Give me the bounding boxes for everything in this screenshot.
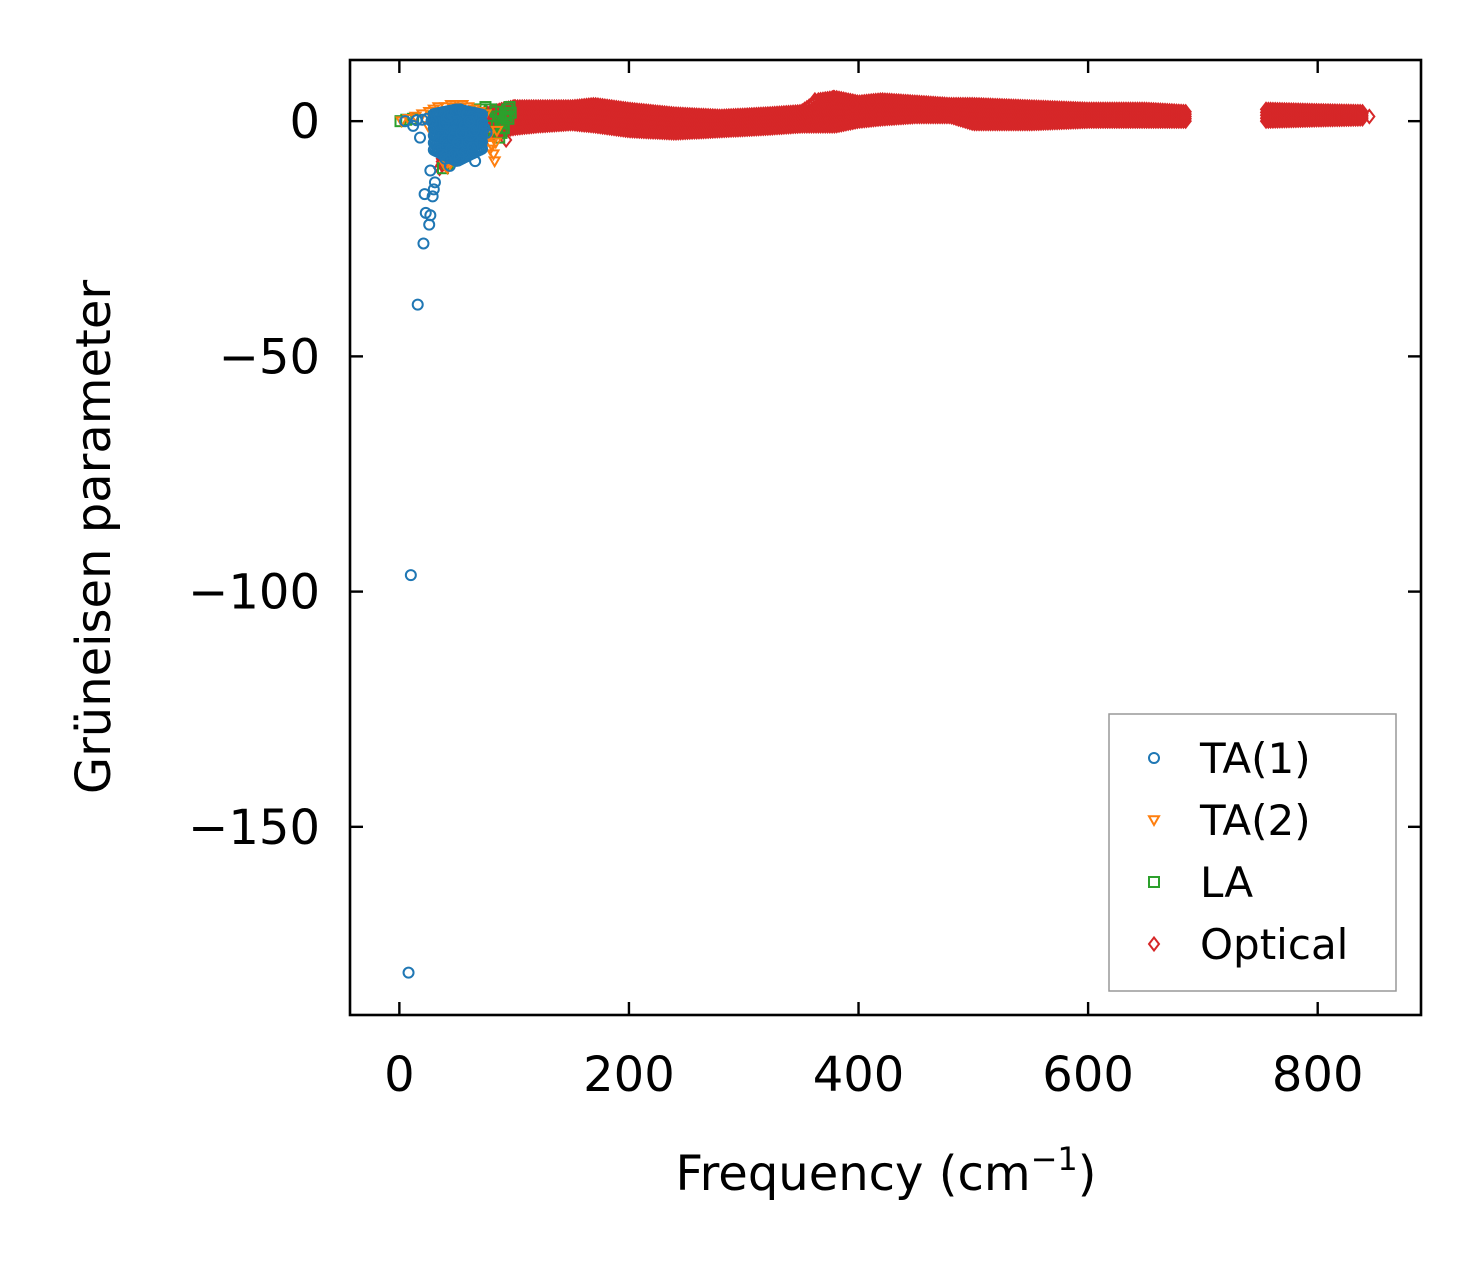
y-axis-ticks: 0 −50 −100 −150 — [188, 94, 1421, 856]
data-point — [827, 89, 840, 106]
optical-marker — [1356, 105, 1369, 122]
data-point — [418, 188, 431, 201]
data-point — [414, 131, 427, 144]
data-point — [427, 183, 440, 196]
data-point — [402, 966, 415, 979]
y-tick-label: 0 — [289, 94, 320, 150]
x-axis-label-close: ) — [1078, 1146, 1097, 1202]
data-point — [424, 209, 437, 222]
plot-frame — [348, 58, 1423, 1017]
data-point — [399, 115, 412, 128]
data-point — [410, 114, 423, 127]
y-tick-label: −100 — [188, 565, 320, 621]
data-point — [504, 106, 517, 119]
x-tick-label: 600 — [1042, 1047, 1134, 1103]
data-point — [455, 126, 468, 139]
y-tick-label: −150 — [188, 800, 320, 856]
optical-marker — [1179, 105, 1192, 123]
data-point — [502, 112, 515, 125]
y-axis-label: Grüneisen parameter — [66, 280, 122, 795]
data-point — [404, 569, 417, 582]
optical-band — [1259, 101, 1369, 130]
data-point — [426, 190, 439, 203]
x-axis-label-superscript: −1 — [1031, 1140, 1078, 1178]
data-point — [428, 176, 441, 189]
data-point — [489, 137, 503, 150]
x-axis-label: Frequency (cm−1) — [675, 1140, 1096, 1202]
legend-marker — [1148, 752, 1160, 764]
ta1-marker — [476, 135, 489, 148]
optical-marker — [1356, 103, 1369, 120]
legend-label: Optical — [1200, 920, 1348, 969]
data-point — [480, 126, 493, 139]
series-ta-1 — [399, 103, 493, 979]
x-tick-label: 0 — [384, 1047, 415, 1103]
legend-label: LA — [1200, 858, 1253, 907]
data-point — [456, 145, 469, 158]
legend-marker — [1147, 935, 1161, 953]
data-point — [416, 113, 429, 126]
data-point — [450, 152, 463, 165]
legend-marker — [1148, 876, 1160, 888]
data-point — [490, 125, 504, 138]
data-point — [1363, 108, 1376, 125]
data-point — [423, 218, 436, 231]
data-point — [808, 91, 822, 109]
legend-label: TA(1) — [1199, 734, 1311, 783]
data-point — [417, 237, 430, 250]
data-point — [411, 298, 424, 311]
legend-frame — [1108, 713, 1397, 992]
data-point — [866, 94, 879, 111]
x-tick-label: 400 — [813, 1047, 905, 1103]
data-point — [463, 115, 476, 128]
data-point — [439, 152, 452, 165]
data-point — [846, 96, 860, 113]
x-axis-ticks: 0 200 400 600 800 — [384, 60, 1364, 1103]
x-tick-label: 200 — [583, 1047, 675, 1103]
data-point — [469, 155, 482, 168]
y-tick-label: −50 — [219, 329, 320, 385]
data-point — [466, 141, 479, 154]
legend-entries: TA(1) TA(2) LA Optical — [1147, 734, 1348, 969]
optical-marker — [1179, 103, 1192, 120]
data-point — [424, 164, 437, 177]
legend: TA(1) TA(2) LA Optical — [1108, 713, 1397, 992]
data-point — [487, 156, 502, 169]
x-tick-label: 800 — [1272, 1047, 1364, 1103]
legend-marker — [1147, 815, 1161, 828]
legend-label: TA(2) — [1199, 796, 1311, 845]
data-layer — [394, 89, 1376, 979]
